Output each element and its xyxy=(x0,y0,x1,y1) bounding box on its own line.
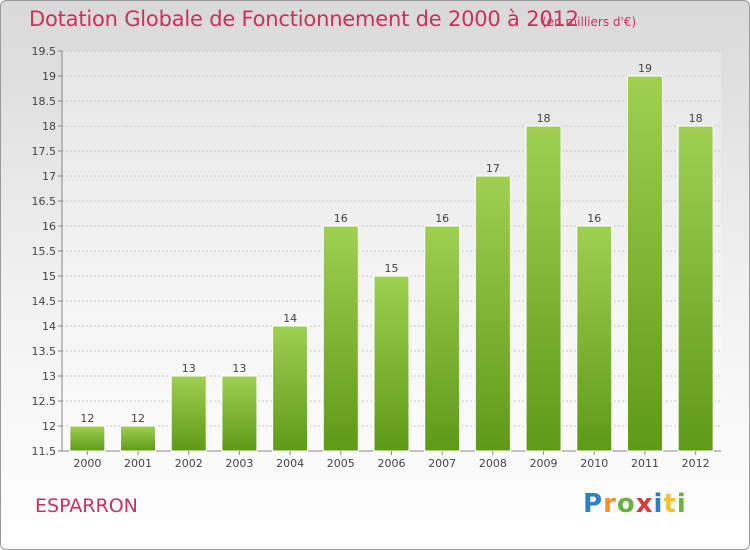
bar xyxy=(221,375,258,452)
data-label: 12 xyxy=(131,412,145,425)
y-tick-label: 14.5 xyxy=(32,295,57,308)
bar xyxy=(626,75,663,452)
data-label: 16 xyxy=(334,212,348,225)
chart-unit: (en milliers d'€) xyxy=(542,15,637,29)
y-tick-label: 14 xyxy=(42,320,56,333)
y-tick-label: 13 xyxy=(42,370,56,383)
y-tick-label: 11.5 xyxy=(32,445,57,458)
y-tick-label: 12 xyxy=(42,420,56,433)
y-tick-label: 19.5 xyxy=(32,45,57,58)
x-tick-label: 2002 xyxy=(175,457,203,470)
x-tick-label: 2001 xyxy=(124,457,152,470)
y-tick-label: 13.5 xyxy=(32,345,57,358)
commune-name: ESPARRON xyxy=(35,495,138,517)
bar xyxy=(322,225,359,452)
y-tick-label: 16.5 xyxy=(32,195,57,208)
bar xyxy=(272,325,309,452)
data-label: 18 xyxy=(537,112,551,125)
y-tick-label: 15.5 xyxy=(32,245,57,258)
x-tick-label: 2000 xyxy=(73,457,101,470)
bar xyxy=(170,375,207,452)
bar xyxy=(474,175,511,452)
x-tick-label: 2005 xyxy=(327,457,355,470)
y-tick-label: 18 xyxy=(42,120,56,133)
data-label: 16 xyxy=(587,212,601,225)
proxiti-logo: Proxiti xyxy=(583,489,687,519)
bar xyxy=(424,225,461,452)
x-tick-label: 2007 xyxy=(428,457,456,470)
y-tick-label: 12.5 xyxy=(32,395,57,408)
y-tick-label: 17.5 xyxy=(32,145,57,158)
x-tick-label: 2006 xyxy=(378,457,406,470)
bar xyxy=(120,425,157,452)
x-tick-label: 2009 xyxy=(530,457,558,470)
bar xyxy=(373,275,410,452)
y-tick-label: 16 xyxy=(42,220,56,233)
y-tick-label: 17 xyxy=(42,170,56,183)
data-label: 13 xyxy=(232,362,246,375)
x-tick-label: 2010 xyxy=(580,457,608,470)
bar xyxy=(576,225,613,452)
x-tick-label: 2008 xyxy=(479,457,507,470)
bar xyxy=(525,125,562,452)
x-tick-label: 2012 xyxy=(682,457,710,470)
data-label: 15 xyxy=(385,262,399,275)
data-label: 13 xyxy=(182,362,196,375)
bar xyxy=(69,425,106,452)
data-label: 18 xyxy=(689,112,703,125)
data-label: 19 xyxy=(638,62,652,75)
x-tick-label: 2003 xyxy=(225,457,253,470)
y-tick-label: 18.5 xyxy=(32,95,57,108)
y-tick-label: 19 xyxy=(42,70,56,83)
data-label: 14 xyxy=(283,312,297,325)
chart-title: Dotation Globale de Fonctionnement de 20… xyxy=(29,7,579,31)
data-label: 17 xyxy=(486,162,500,175)
x-tick-label: 2004 xyxy=(276,457,304,470)
x-tick-label: 2011 xyxy=(631,457,659,470)
data-label: 16 xyxy=(435,212,449,225)
bar xyxy=(677,125,714,452)
y-tick-label: 15 xyxy=(42,270,56,283)
data-label: 12 xyxy=(80,412,94,425)
